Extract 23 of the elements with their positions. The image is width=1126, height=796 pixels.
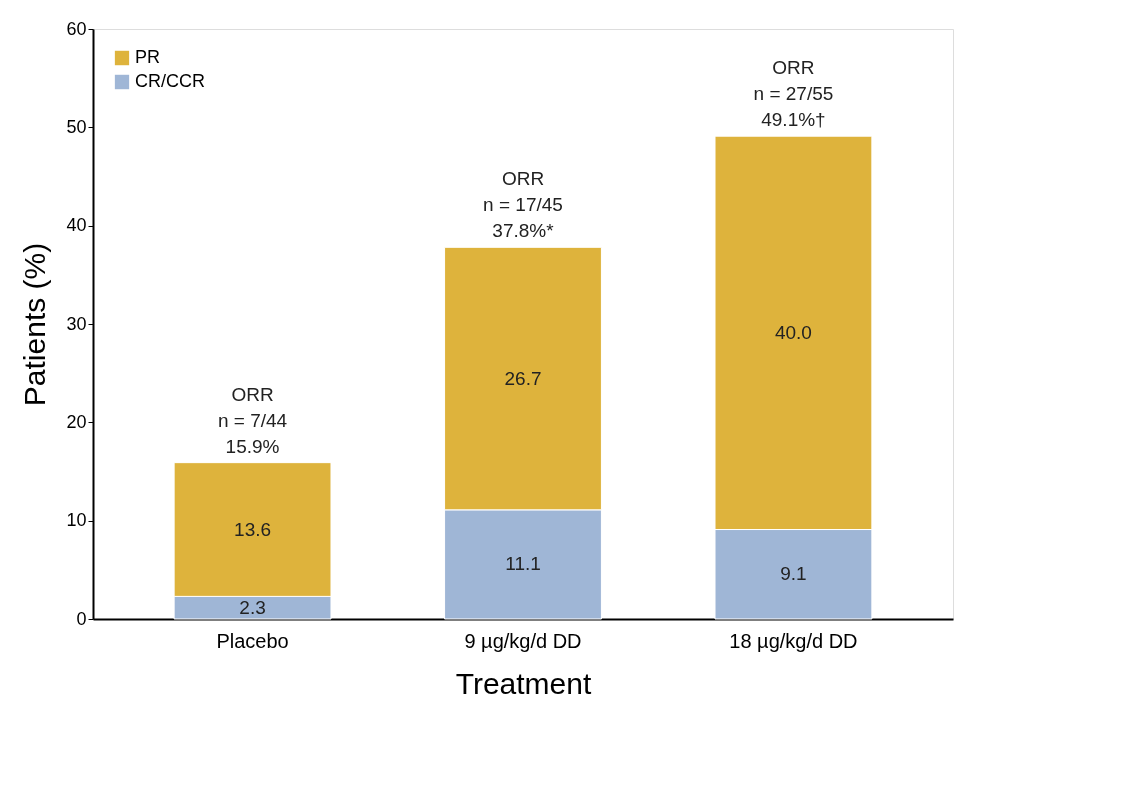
data-label: 9.1 (780, 563, 807, 585)
data-label: 2.3 (239, 596, 266, 618)
y-tick-label: 40 (66, 215, 87, 236)
y-axis-title: Patients (%) (18, 242, 52, 407)
x-tick-label: Placebo (216, 629, 289, 652)
x-tick-label: 18 µg/kg/d DD (729, 629, 858, 652)
legend-label: CR/CCR (135, 71, 205, 91)
legend-label: PR (135, 47, 161, 67)
annotation: ORR n = 17/45 37.8%* (483, 168, 563, 242)
x-tick-label: 9 µg/kg/d DD (464, 629, 582, 652)
y-tick-label: 60 (66, 18, 87, 39)
x-axis-title: Treatment (455, 666, 592, 700)
annotation: ORR n = 27/55 49.1%† (753, 57, 834, 131)
y-tick-label: 0 (76, 608, 87, 629)
data-label: 40.0 (774, 321, 812, 343)
y-tick-label: 30 (66, 313, 87, 334)
y-tick-label: 20 (66, 411, 87, 432)
annotation: ORR n = 7/44 15.9% (217, 383, 288, 457)
data-label: 11.1 (505, 553, 541, 575)
y-tick-label: 50 (66, 116, 87, 137)
data-label: 13.6 (234, 518, 272, 540)
y-tick-label: 10 (66, 510, 87, 531)
data-label: 26.7 (504, 367, 542, 389)
